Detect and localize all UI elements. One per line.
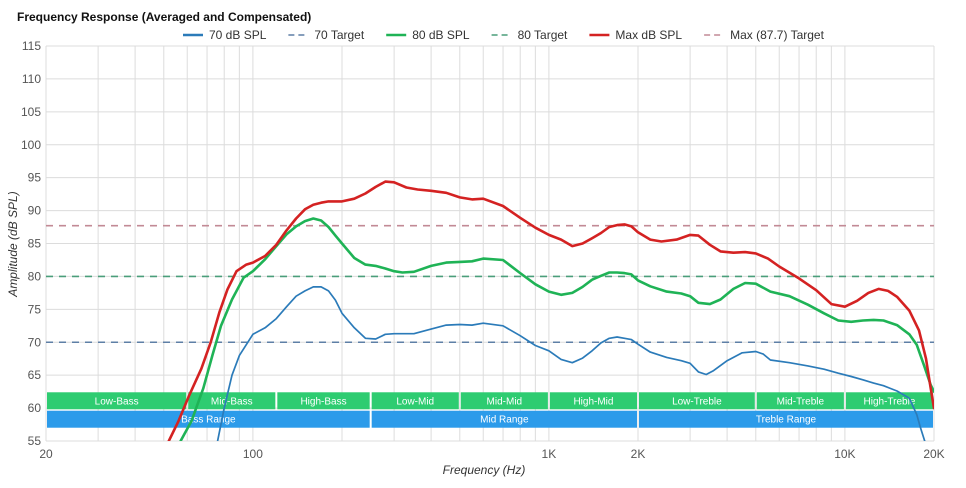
x-tick-label: 20K [923,447,944,461]
legend-entry: 80 dB SPL [412,28,470,42]
y-tick-label: 65 [28,368,42,382]
y-axis-label: Amplitude (dB SPL) [6,191,20,297]
y-tick-label: 80 [28,269,42,283]
y-tick-label: 70 [28,335,42,349]
gridlines [45,45,935,442]
y-tick-label: 95 [28,171,42,185]
band-2 [371,410,637,428]
y-tick-label: 85 [28,237,42,251]
series-line [167,180,934,441]
x-tick-label: 100 [243,447,263,461]
band-label: Mid-Bass [211,396,253,407]
band-1 [639,392,755,410]
band-label: Mid-Treble [777,396,825,407]
y-tick-label: 60 [28,401,42,415]
x-tick-label: 20 [39,447,53,461]
band-1 [277,392,370,410]
legend-entry: Max dB SPL [615,28,682,42]
y-tick-label: 55 [28,434,42,448]
band-1 [188,392,276,410]
series-line [216,286,926,441]
y-tick-label: 110 [22,72,41,86]
band-2 [47,410,370,428]
legend-entry: 70 dB SPL [209,28,267,42]
band-label: Low-Bass [95,396,139,407]
legend: 70 dB SPL 70 Target 80 dB SPL 80 Target Max … [183,28,825,42]
frequency-bands: Low-Bass Mid-Bass High-Bass Low-Mid Mid-Mid H… [47,392,933,428]
y-tick-label: 115 [22,39,41,53]
axis-ticks: 55 60 65 70 75 80 85 90 95 100 105 110 115 20 100 1K 2K 1… [21,39,945,461]
x-axis-label: Frequency (Hz) [443,463,526,477]
chart-title: Frequency Response (Averaged and Compens… [17,10,311,24]
band-label: High-Bass [300,396,346,407]
x-tick-label: 1K [542,447,557,461]
band-label: Low-Mid [396,396,434,407]
band-1 [371,392,459,410]
band-label: Treble Range [756,415,817,426]
y-tick-label: 75 [28,302,42,316]
series-line [179,217,934,441]
band-label: Bass Range [181,415,236,426]
band-label: High-Treble [864,396,916,407]
legend-entry: 80 Target [518,28,568,42]
band-1 [756,392,844,410]
y-tick-label: 90 [28,204,42,218]
series-lines [167,180,934,441]
y-tick-label: 105 [21,105,41,119]
target-lines [46,224,934,344]
band-1 [549,392,637,410]
band-2 [639,410,933,428]
band-1 [460,392,548,410]
band-label: Mid Range [480,415,529,426]
band-label: High-Mid [573,396,613,407]
x-tick-label: 2K [631,447,646,461]
band-label: Mid-Mid [487,396,523,407]
band-1 [845,392,933,410]
legend-entry: 70 Target [314,28,364,42]
band-1 [47,392,187,410]
band-label: Low-Treble [672,396,722,407]
y-tick-label: 100 [21,138,41,152]
x-tick-label: 10K [834,447,855,461]
legend-entry: Max (87.7) Target [730,28,824,42]
